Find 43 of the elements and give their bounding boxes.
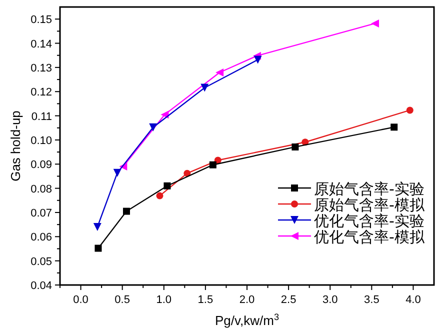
y-tick-label: 0.09: [30, 159, 52, 172]
point: [149, 123, 158, 132]
y-tick-label: 0.08: [30, 183, 52, 196]
x-tick-label: 0.5: [114, 294, 130, 306]
point: [209, 161, 216, 168]
y-tick-label: 0.14: [30, 38, 52, 50]
y-axis-title: Gas hold-up: [8, 110, 23, 182]
point: [406, 106, 414, 114]
x-tick-label: 2.5: [280, 294, 296, 306]
point: [216, 68, 224, 77]
x-tick-label: 3.0: [322, 294, 338, 306]
point: [113, 168, 122, 177]
point: [390, 124, 398, 131]
x-tick-label: 1.0: [156, 294, 172, 306]
point: [164, 182, 171, 190]
legend-label: 原始气含率-模拟: [314, 196, 426, 214]
y-tick-label: 0.13: [30, 62, 52, 74]
y-tick-label: 0.11: [31, 110, 52, 123]
point: [254, 56, 262, 64]
legend-label: 优化气含率-模拟: [314, 228, 426, 246]
x-axis-title: Pg/v,kw/m$^{3}$: [214, 312, 280, 328]
y-tick-label: 0.12: [30, 86, 52, 99]
point: [156, 192, 164, 200]
y-tick-label: 0.06: [30, 232, 52, 244]
legend-label: 原始气含率-实验: [314, 180, 424, 198]
point: [184, 170, 191, 177]
legend-label: 优化气含率-实验: [314, 212, 424, 230]
y-tick-label: 0.15: [30, 14, 52, 26]
point: [292, 143, 299, 150]
y-tick-label: 0.07: [30, 207, 52, 220]
x-tick-label: 0.0: [73, 294, 88, 306]
y-tick-label: 0.04: [30, 280, 52, 292]
point: [93, 222, 102, 231]
point: [94, 244, 102, 252]
x-tick-label: 2.0: [239, 294, 255, 306]
y-tick-label: 0.10: [30, 134, 52, 147]
point: [370, 19, 379, 28]
point: [200, 84, 209, 92]
x-tick-label: 3.5: [364, 294, 380, 306]
x-tick-label: 1.5: [198, 294, 214, 306]
y-tick-label: 0.05: [30, 256, 52, 268]
point: [122, 208, 130, 215]
x-tick-label: 4.0: [406, 294, 421, 306]
